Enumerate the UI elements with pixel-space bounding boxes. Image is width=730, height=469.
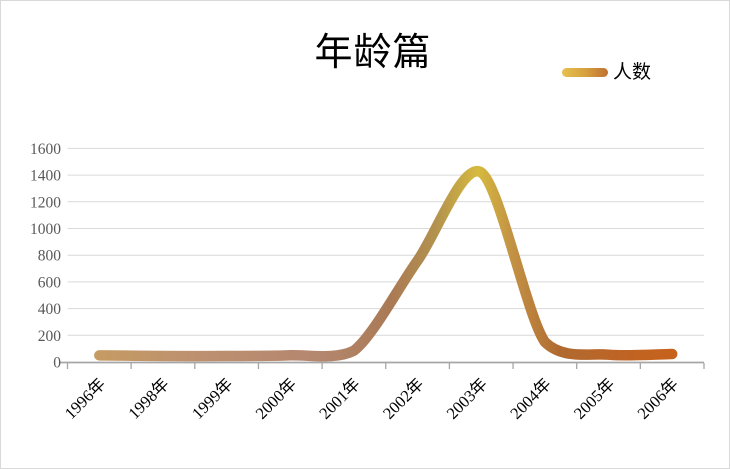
- legend-line-swatch: [562, 68, 608, 77]
- y-axis-label: 200: [38, 328, 62, 345]
- y-axis-label: 800: [38, 248, 62, 265]
- x-axis-label: 1999年: [188, 374, 236, 422]
- x-axis-label: 2002年: [379, 374, 427, 422]
- x-axis-label: 2001年: [315, 374, 363, 422]
- x-axis-label: 2003年: [443, 374, 491, 422]
- x-axis-label: 2006年: [634, 374, 682, 422]
- x-axis-labels: 1996年 1998年 1999年 2000年 2001年 2002年 2003年 2004年…: [61, 374, 682, 422]
- chart-title: 年龄篇: [314, 32, 432, 74]
- x-axis: [59, 361, 705, 369]
- y-axis-label: 1600: [30, 141, 61, 158]
- legend-label: 人数: [613, 62, 652, 83]
- x-axis-label: 2005年: [570, 374, 618, 422]
- x-axis-label: 1996年: [61, 374, 109, 422]
- legend: 人数: [562, 62, 651, 83]
- x-axis-label: 2000年: [252, 374, 300, 422]
- x-axis-label: 1998年: [124, 374, 172, 422]
- y-axis-label: 1400: [30, 168, 61, 185]
- gridlines: [67, 147, 704, 336]
- y-axis-label: 600: [38, 274, 62, 291]
- x-axis-label: 2004年: [506, 374, 554, 422]
- y-axis-label: 1200: [30, 194, 61, 211]
- series-line: [94, 166, 678, 362]
- y-axis-label: 400: [38, 301, 62, 318]
- y-axis-labels: 0 200 400 600 800 1000 1200 1400 1600: [30, 141, 61, 372]
- y-axis-label: 0: [53, 355, 61, 372]
- y-axis-label: 1000: [30, 221, 61, 238]
